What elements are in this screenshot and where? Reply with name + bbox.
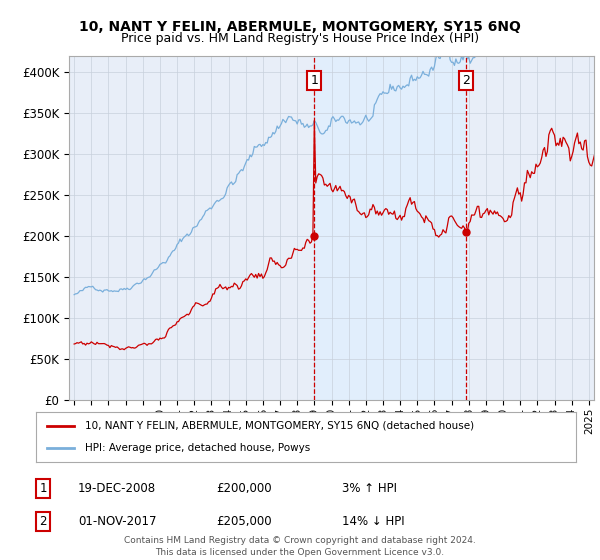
- Text: £200,000: £200,000: [216, 482, 272, 495]
- Bar: [314, 56, 466, 400]
- Text: 10, NANT Y FELIN, ABERMULE, MONTGOMERY, SY15 6NQ: 10, NANT Y FELIN, ABERMULE, MONTGOMERY, …: [79, 20, 521, 34]
- Text: Price paid vs. HM Land Registry's House Price Index (HPI): Price paid vs. HM Land Registry's House …: [121, 32, 479, 45]
- Text: 3% ↑ HPI: 3% ↑ HPI: [342, 482, 397, 495]
- Text: 1: 1: [40, 482, 47, 495]
- Text: HPI: Average price, detached house, Powys: HPI: Average price, detached house, Powy…: [85, 443, 310, 453]
- Text: 01-NOV-2017: 01-NOV-2017: [78, 515, 157, 529]
- Text: 2: 2: [462, 74, 470, 87]
- Text: Contains HM Land Registry data © Crown copyright and database right 2024.
This d: Contains HM Land Registry data © Crown c…: [124, 536, 476, 557]
- Text: 14% ↓ HPI: 14% ↓ HPI: [342, 515, 404, 529]
- Text: 19-DEC-2008: 19-DEC-2008: [78, 482, 156, 495]
- Text: 1: 1: [310, 74, 318, 87]
- Text: 10, NANT Y FELIN, ABERMULE, MONTGOMERY, SY15 6NQ (detached house): 10, NANT Y FELIN, ABERMULE, MONTGOMERY, …: [85, 421, 474, 431]
- Text: £205,000: £205,000: [216, 515, 272, 529]
- Text: 2: 2: [40, 515, 47, 529]
